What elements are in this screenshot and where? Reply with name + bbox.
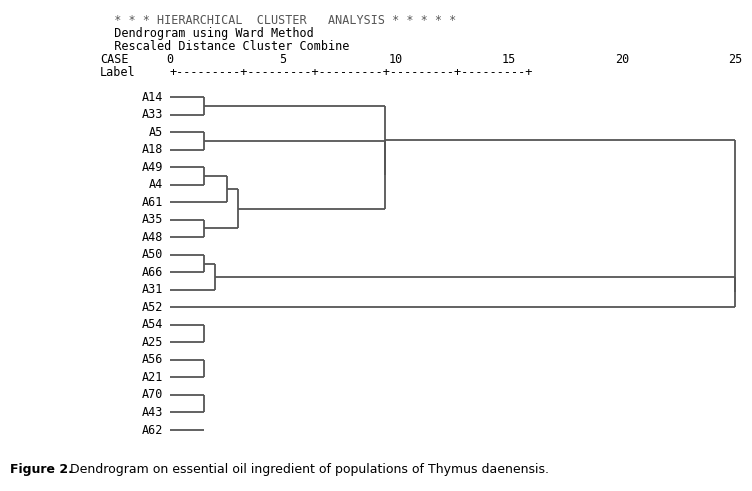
Text: A70: A70	[141, 388, 163, 402]
Text: A4: A4	[149, 178, 163, 191]
Text: 0: 0	[166, 53, 174, 66]
Text: 5: 5	[280, 53, 287, 66]
Text: A25: A25	[141, 336, 163, 349]
Text: 20: 20	[615, 53, 629, 66]
Text: Figure 2.: Figure 2.	[10, 463, 73, 476]
Text: A61: A61	[141, 195, 163, 209]
Text: A50: A50	[141, 248, 163, 261]
Text: A66: A66	[141, 266, 163, 279]
Text: A5: A5	[149, 126, 163, 138]
Text: A31: A31	[141, 283, 163, 296]
Text: A14: A14	[141, 90, 163, 104]
Text: A56: A56	[141, 354, 163, 366]
Text: A62: A62	[141, 424, 163, 436]
Text: Dendrogram on essential oil ingredient of populations of Thymus daenensis.: Dendrogram on essential oil ingredient o…	[66, 463, 549, 476]
Text: Label: Label	[100, 66, 135, 79]
Text: A54: A54	[141, 318, 163, 331]
Text: A48: A48	[141, 231, 163, 244]
Text: A43: A43	[141, 406, 163, 419]
Text: A49: A49	[141, 161, 163, 174]
Text: 15: 15	[502, 53, 516, 66]
Text: A18: A18	[141, 143, 163, 156]
Text: 25: 25	[728, 53, 742, 66]
Text: Rescaled Distance Cluster Combine: Rescaled Distance Cluster Combine	[100, 40, 350, 53]
Text: 10: 10	[389, 53, 403, 66]
Text: A35: A35	[141, 213, 163, 226]
Text: A33: A33	[141, 108, 163, 121]
Text: +---------+---------+---------+---------+---------+: +---------+---------+---------+---------…	[170, 66, 533, 79]
Text: Dendrogram using Ward Method: Dendrogram using Ward Method	[100, 27, 314, 40]
Text: A52: A52	[141, 301, 163, 314]
Text: A21: A21	[141, 371, 163, 384]
Text: CASE: CASE	[100, 53, 129, 66]
Text: * * * HIERARCHICAL  CLUSTER   ANALYSIS * * * * *: * * * HIERARCHICAL CLUSTER ANALYSIS * * …	[100, 14, 456, 27]
